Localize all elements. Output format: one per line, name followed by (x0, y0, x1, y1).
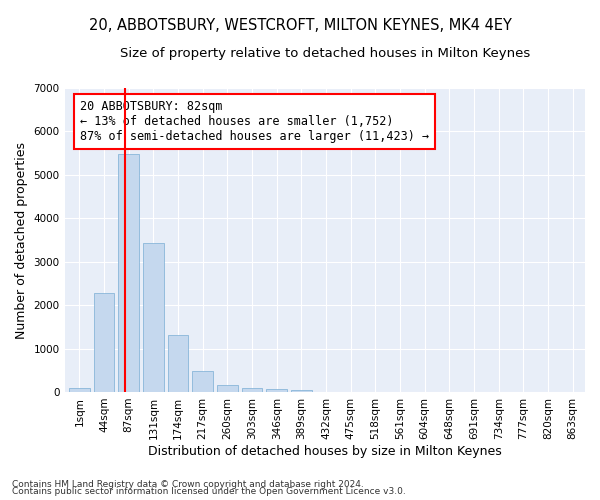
Bar (69, 388, 90, 392)
Bar (167, 335, 188, 392)
Bar (217, 385, 238, 392)
Text: Contains HM Land Registry data © Crown copyright and database right 2024.: Contains HM Land Registry data © Crown c… (12, 480, 364, 489)
Bar (242, 388, 262, 392)
Text: 20, ABBOTSBURY, WESTCROFT, MILTON KEYNES, MK4 4EY: 20, ABBOTSBURY, WESTCROFT, MILTON KEYNES… (89, 18, 511, 32)
Text: 20 ABBOTSBURY: 82sqm
← 13% of detached houses are smaller (1,752)
87% of semi-de: 20 ABBOTSBURY: 82sqm ← 13% of detached h… (80, 100, 429, 143)
Text: Contains public sector information licensed under the Open Government Licence v3: Contains public sector information licen… (12, 487, 406, 496)
Bar (118, 154, 139, 392)
X-axis label: Distribution of detached houses by size in Milton Keynes: Distribution of detached houses by size … (148, 444, 502, 458)
Bar (291, 390, 312, 392)
Bar (143, 242, 164, 392)
Title: Size of property relative to detached houses in Milton Keynes: Size of property relative to detached ho… (119, 48, 530, 60)
Y-axis label: Number of detached properties: Number of detached properties (15, 142, 28, 338)
Bar (266, 389, 287, 392)
Bar (94, 294, 115, 392)
Bar (192, 371, 213, 392)
